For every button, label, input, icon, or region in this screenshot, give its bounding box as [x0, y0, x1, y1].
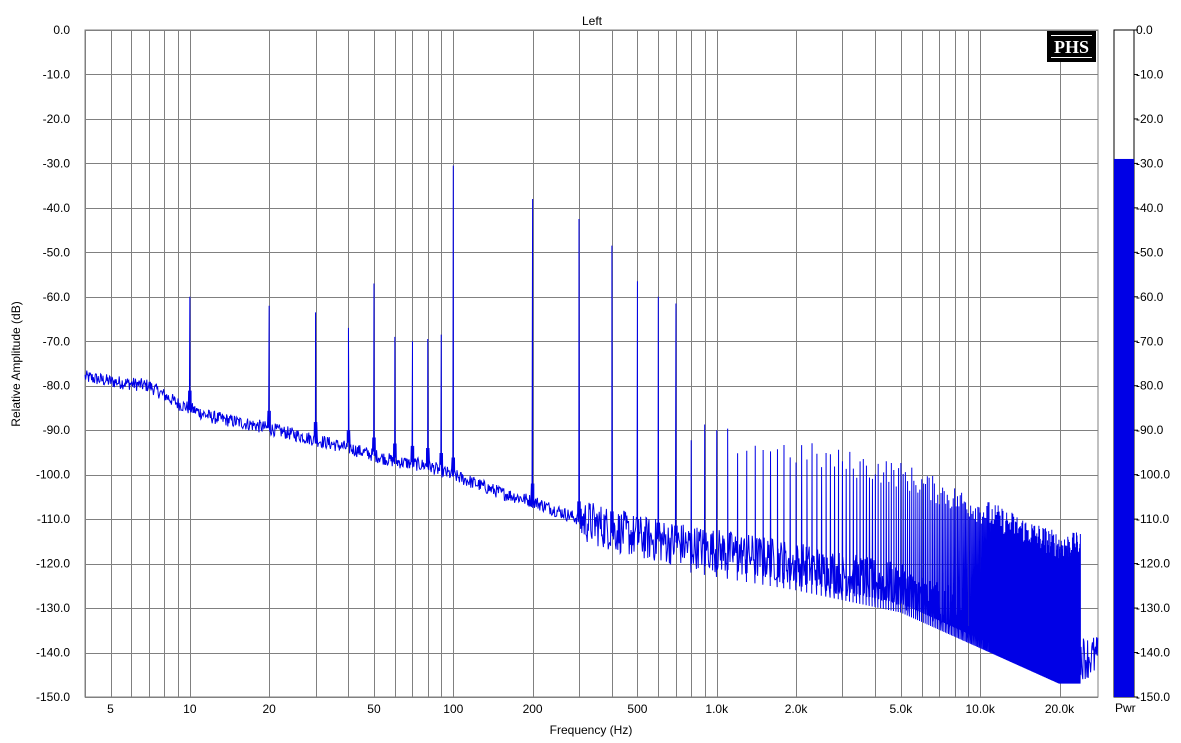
x-tick-label: 1.0k: [705, 702, 729, 716]
y-tick-label: -20.0: [43, 112, 71, 126]
x-tick-label: 5: [107, 702, 114, 716]
y-tick-label: -30.0: [43, 156, 71, 170]
x-tick-label: 20.0k: [1045, 702, 1075, 716]
x-tick-label: 10.0k: [966, 702, 996, 716]
x-tick-label: 200: [523, 702, 543, 716]
y-tick-label: -10.0: [43, 67, 71, 81]
y-tick-label: -110.0: [37, 512, 70, 526]
color-bar-tick-label: -140.0: [1136, 646, 1170, 660]
phs-logo: PHS: [1047, 31, 1096, 62]
y-tick-label: -100.0: [36, 468, 70, 482]
y-axis-ticks: 0.0 -10.0 -20.0 -30.0 -40.0 -50.0 -60.0 -70.0 -8…: [36, 23, 70, 704]
y-tick-label: 0.0: [53, 23, 70, 37]
y-tick-label: -40.0: [43, 201, 71, 215]
y-tick-label: -80.0: [43, 379, 71, 393]
x-tick-label: 100: [443, 702, 463, 716]
color-bar-tick-label: -150.0: [1136, 690, 1170, 704]
x-tick-label: 500: [627, 702, 647, 716]
color-bar-tick-label: -10.0: [1136, 67, 1164, 81]
y-tick-label: -140.0: [36, 646, 70, 660]
color-bar-tick-label: -70.0: [1136, 334, 1164, 348]
color-bar-tick-label: -110.0: [1136, 512, 1169, 526]
color-bar-tick-label: -130.0: [1136, 601, 1170, 615]
color-bar-tick-label: -20.0: [1136, 112, 1164, 126]
plot-border: [84, 29, 1099, 698]
y-tick-label: -90.0: [43, 423, 71, 437]
x-axis-ticks: 5 10 20 50 100 200 500 1.0k 2.0k 5.0k 10.0k 20.0k: [107, 702, 1075, 716]
power-level-fill: [1114, 158, 1134, 697]
y-tick-label: -130.0: [36, 601, 70, 615]
logo-text: PHS: [1051, 35, 1092, 58]
x-tick-label: 20: [262, 702, 276, 716]
color-bar-tick-label: -50.0: [1136, 245, 1164, 259]
y-axis-label: Relative Amplitude (dB): [9, 301, 23, 426]
y-tick-label: -60.0: [43, 290, 71, 304]
color-bar-label: Pwr: [1115, 701, 1136, 715]
x-tick-label: 50: [367, 702, 381, 716]
color-bar-tick-label: -60.0: [1136, 290, 1164, 304]
x-axis-label: Frequency (Hz): [550, 723, 633, 737]
chart-title: Left: [582, 14, 603, 28]
color-bar-tick-label: -90.0: [1136, 423, 1164, 437]
y-tick-label: -70.0: [43, 334, 71, 348]
color-bar-tick-label: -100.0: [1136, 468, 1170, 482]
color-bar-ticks: 0.0 -10.0 -20.0 -30.0 -40.0 -50.0 -60.0 -70.0 -8…: [1134, 23, 1170, 704]
x-tick-label: 10: [183, 702, 197, 716]
color-bar-tick-label: -80.0: [1136, 379, 1164, 393]
color-bar-tick-label: -120.0: [1136, 557, 1170, 571]
x-tick-label: 5.0k: [890, 702, 914, 716]
color-bar-tick-label: -30.0: [1136, 156, 1164, 170]
spectrum-series-line: [84, 165, 1099, 684]
color-bar-tick-label: -40.0: [1136, 201, 1164, 215]
y-tick-label: -150.0: [36, 690, 70, 704]
y-tick-label: -50.0: [43, 245, 71, 259]
x-tick-label: 2.0k: [785, 702, 809, 716]
color-bar-tick-label: 0.0: [1136, 23, 1153, 37]
y-tick-label: -120.0: [36, 557, 70, 571]
